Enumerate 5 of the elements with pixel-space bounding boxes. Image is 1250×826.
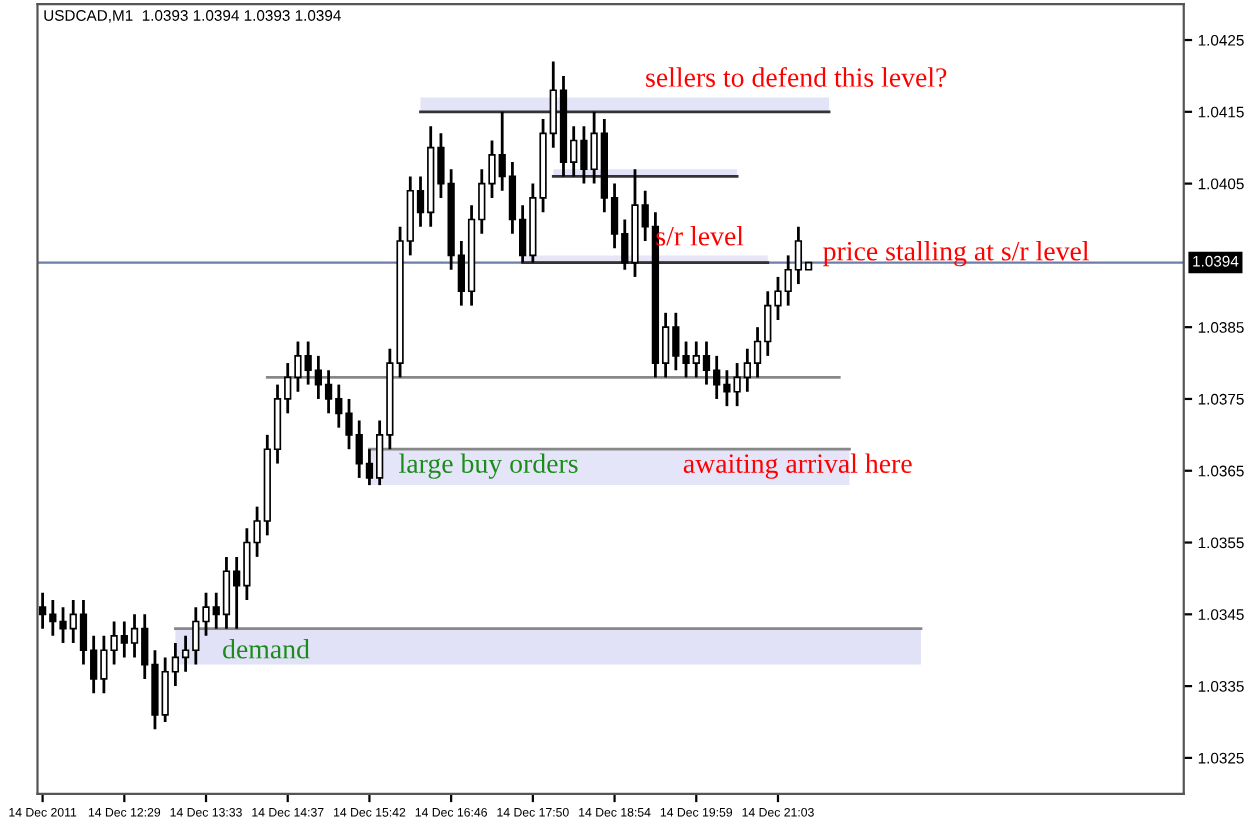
annotation: demand	[223, 639, 310, 659]
annotation: price stalling at s/r level	[823, 241, 1090, 267]
annotation: awaiting arrival here	[683, 453, 912, 479]
annotation: large buy orders	[399, 453, 578, 479]
annotation: sellers to defend this level?	[646, 67, 947, 88]
